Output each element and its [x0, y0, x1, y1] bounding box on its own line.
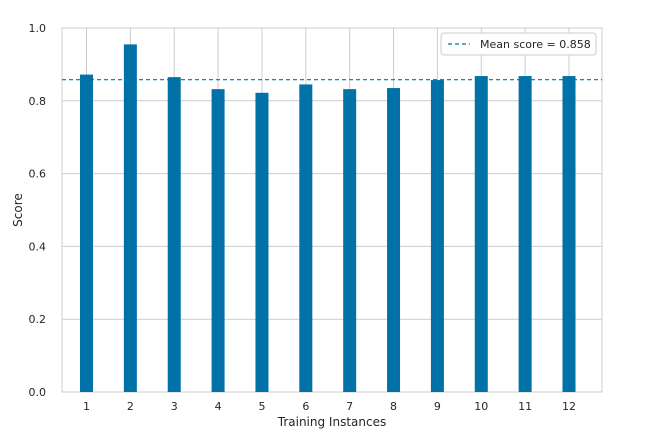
bar-8: [387, 88, 401, 392]
legend-entry: Mean score = 0.858: [480, 38, 591, 51]
bar-2: [123, 44, 137, 392]
bar-10: [474, 76, 488, 392]
x-tick-label: 7: [346, 400, 353, 413]
bar-12: [562, 76, 576, 392]
x-tick-label: 10: [474, 400, 488, 413]
plot-area: [61, 27, 603, 393]
bar-9: [430, 80, 444, 392]
x-tick-label: 4: [215, 400, 222, 413]
bar-3: [167, 77, 181, 392]
x-tick-label: 6: [302, 400, 309, 413]
x-tick-label: 2: [127, 400, 134, 413]
bar-1: [80, 74, 93, 392]
x-tick-label: 9: [434, 400, 441, 413]
bars: [80, 44, 576, 393]
x-tick-label: 5: [258, 400, 265, 413]
y-tick-label: 0.6: [29, 168, 47, 181]
x-tick-label: 8: [390, 400, 397, 413]
y-tick-label: 0.0: [29, 386, 47, 399]
bar-6: [299, 84, 313, 393]
y-axis-label: Score: [11, 193, 25, 227]
x-tick-labels: 1 2 3 4 5 6 7 8 9 10 11 12: [83, 400, 576, 413]
y-tick-label: 1.0: [29, 22, 47, 35]
x-axis-label: Training Instances: [277, 415, 386, 429]
x-tick-label: 1: [83, 400, 90, 413]
y-tick-label: 0.8: [29, 95, 47, 108]
y-tick-label: 0.2: [29, 313, 47, 326]
x-tick-label: 11: [518, 400, 532, 413]
bar-5: [255, 92, 269, 393]
x-tick-label: 12: [562, 400, 576, 413]
bar-4: [211, 89, 225, 392]
y-tick-labels: 0.0 0.2 0.4 0.6 0.8 1.0: [29, 22, 47, 399]
x-tick-label: 3: [171, 400, 178, 413]
bar-11: [518, 76, 532, 392]
bar-7: [343, 89, 357, 392]
legend: Mean score = 0.858: [440, 32, 597, 56]
legend-box: [440, 32, 597, 56]
y-tick-label: 0.4: [29, 240, 47, 253]
